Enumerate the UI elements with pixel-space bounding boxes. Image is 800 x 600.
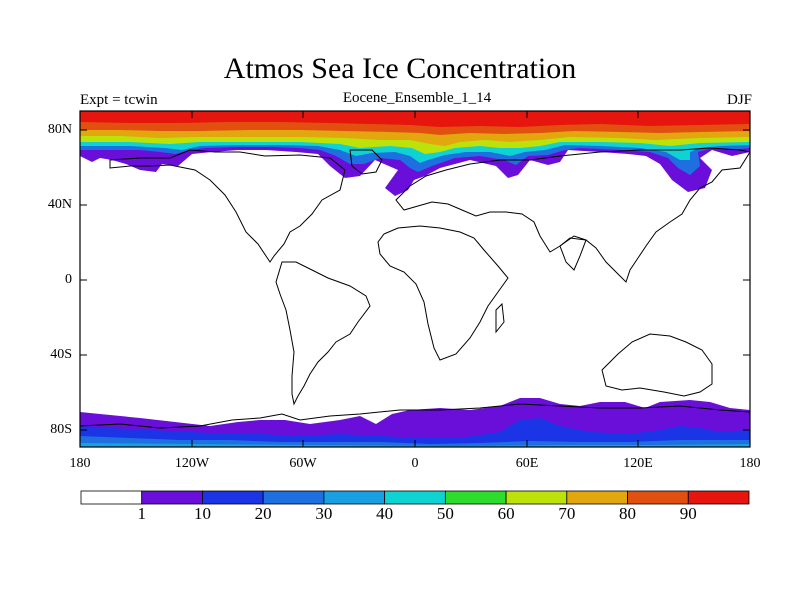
- lat-label-40n: 40N: [47, 197, 72, 212]
- colorbar-swatch: [384, 490, 446, 505]
- coastline-africa: [377, 225, 509, 361]
- lat-label-80n: 80N: [47, 122, 72, 137]
- lon-label-180-right: 180: [739, 456, 761, 471]
- map-panel: [80, 111, 750, 447]
- coastline-eurasia: [395, 147, 750, 283]
- colorbar-swatch: [444, 490, 507, 505]
- season-label: DJF: [726, 92, 752, 108]
- lon-label-60e: 60E: [515, 456, 539, 471]
- coastline-madagascar: [495, 302, 505, 334]
- colorbar-swatch: [627, 490, 689, 505]
- colorbar-swatch: [202, 490, 264, 505]
- lat-label-0: 0: [65, 272, 72, 287]
- coastline-india: [559, 237, 587, 271]
- colorbar-swatch: [141, 490, 203, 505]
- lon-label-180-left: 180: [69, 456, 91, 471]
- map-ticks: [80, 111, 750, 447]
- experiment-label: Expt = tcwin: [80, 92, 158, 108]
- colorbar-tick-label: 90: [679, 504, 697, 523]
- antarctic-ice-band-3: [80, 436, 750, 447]
- colorbar-swatch: [505, 490, 568, 505]
- lat-label-80s: 80S: [50, 422, 72, 437]
- coastlines: [80, 147, 750, 429]
- colorbar-tick-label: 80: [619, 504, 637, 523]
- coastline-greenland: [349, 149, 383, 175]
- lon-label-120e: 120E: [623, 456, 653, 471]
- coastline-antarctica: [80, 403, 750, 429]
- coastline-north-america: [109, 149, 346, 263]
- colorbar-tick-label: 10: [193, 504, 211, 523]
- colorbar-swatch: [323, 490, 386, 505]
- lon-label-0: 0: [411, 456, 419, 471]
- coastline-south-america: [275, 261, 371, 406]
- arctic-sea-ice: [80, 111, 750, 196]
- colorbar-tick-label: 60: [497, 504, 515, 523]
- colorbar-tick-label: 50: [436, 504, 454, 523]
- coastline-australia: [601, 333, 713, 397]
- colorbar: [80, 490, 750, 505]
- map-title: Atmos Sea Ice Concentration: [223, 52, 577, 85]
- colorbar-tick-label: 1: [137, 504, 146, 523]
- colorbar-swatch: [80, 490, 143, 505]
- antarctic-ice-band-2: [80, 418, 750, 447]
- colorbar-tick-label: 20: [254, 504, 272, 523]
- colorbar-tick-label: 70: [558, 504, 576, 523]
- map-subtitle: Eocene_Ensemble_1_14: [342, 90, 492, 106]
- lon-label-60w: 60W: [289, 456, 317, 471]
- antarctic-ice-band-4: [80, 443, 750, 447]
- colorbar-swatch: [687, 490, 750, 505]
- colorbar-tick-label: 30: [315, 504, 333, 523]
- arctic-ice-band-7: [80, 111, 750, 127]
- antarctic-sea-ice: [80, 398, 750, 447]
- colorbar-swatch: [262, 490, 325, 505]
- colorbar-tick-label: 40: [376, 504, 394, 523]
- lon-label-120w: 120W: [174, 456, 210, 471]
- lat-label-40s: 40S: [50, 347, 72, 362]
- colorbar-swatch: [566, 490, 628, 505]
